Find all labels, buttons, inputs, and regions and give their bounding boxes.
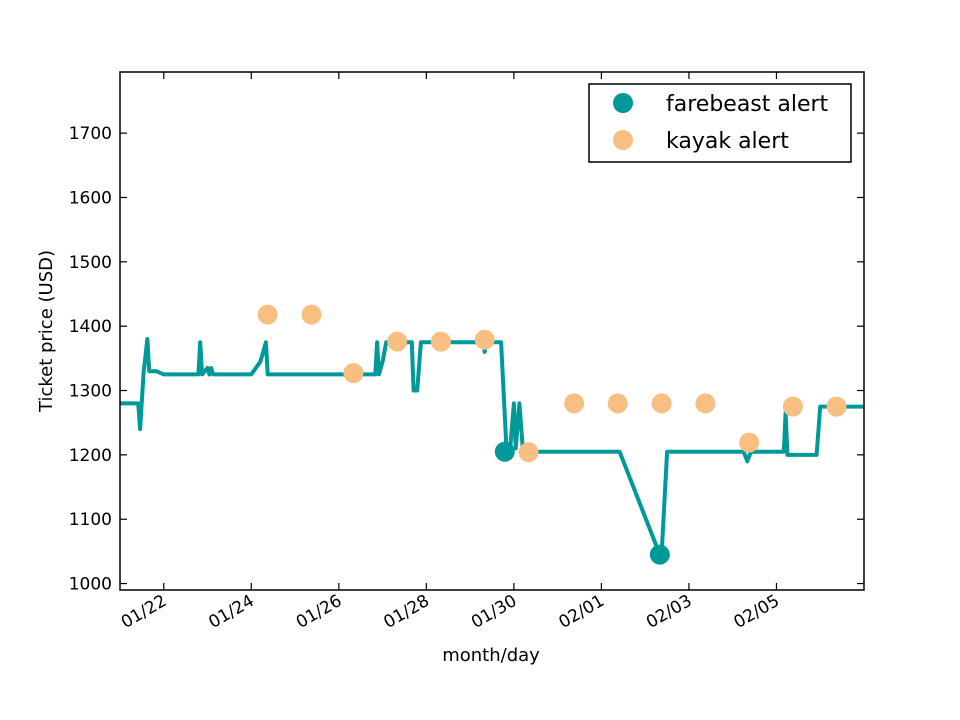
x-tick-label: 02/01 bbox=[555, 591, 607, 633]
x-tick-label: 01/22 bbox=[118, 591, 170, 633]
y-tick-label: 1300 bbox=[69, 382, 112, 402]
y-tick-label: 1500 bbox=[69, 253, 112, 273]
kayak-alert-point-2 bbox=[343, 363, 364, 384]
farebeast-alert-point-1 bbox=[649, 544, 670, 565]
x-tick-label: 01/26 bbox=[293, 591, 345, 633]
plot-clip-group bbox=[120, 304, 864, 565]
legend-box bbox=[588, 83, 852, 163]
kayak-alert-point-13 bbox=[826, 396, 847, 417]
kayak-alert-point-0 bbox=[257, 304, 278, 325]
y-tick-label: 1600 bbox=[69, 188, 112, 208]
kayak-alert-point-7 bbox=[564, 393, 585, 414]
y-tick-label: 1000 bbox=[69, 575, 112, 595]
farebeast-alert-point-0 bbox=[494, 441, 515, 462]
price-line bbox=[120, 337, 864, 557]
kayak-alert-point-8 bbox=[607, 393, 628, 414]
kayak-alert-point-3 bbox=[387, 331, 408, 352]
legend: farebeast alert kayak alert bbox=[588, 83, 852, 163]
y-axis-label: Ticket price (USD) bbox=[36, 250, 57, 413]
y-tick-label: 1100 bbox=[69, 510, 112, 530]
kayak-alert-point-5 bbox=[474, 329, 495, 350]
kayak-alert-point-12 bbox=[782, 396, 803, 417]
legend-label-farebeast-alert: farebeast alert bbox=[666, 92, 829, 117]
plot-area bbox=[120, 304, 864, 565]
kayak-alert-point-11 bbox=[739, 432, 760, 453]
x-tick-label: 01/24 bbox=[205, 591, 257, 633]
legend-label-kayak-alert: kayak alert bbox=[666, 129, 789, 154]
kayak-alert-point-9 bbox=[651, 393, 672, 414]
legend-marker-farebeast-alert bbox=[613, 93, 633, 113]
legend-marker-kayak-alert bbox=[613, 130, 633, 150]
x-tick-label: 02/03 bbox=[643, 591, 695, 633]
kayak-alert-point-4 bbox=[430, 331, 451, 352]
kayak-alert-point-10 bbox=[695, 393, 716, 414]
x-tick-label: 01/30 bbox=[468, 591, 520, 633]
y-tick-label: 1400 bbox=[69, 317, 112, 337]
x-tick-label: 01/28 bbox=[380, 591, 432, 633]
x-axis-label: month/day bbox=[442, 645, 540, 666]
y-tick-label: 1200 bbox=[69, 446, 112, 466]
kayak-alert-point-6 bbox=[518, 442, 539, 463]
plot-frame bbox=[119, 71, 865, 591]
y-tick-label: 1700 bbox=[69, 124, 112, 144]
x-tick-label: 02/05 bbox=[731, 591, 783, 633]
kayak-alert-point-1 bbox=[301, 304, 322, 325]
